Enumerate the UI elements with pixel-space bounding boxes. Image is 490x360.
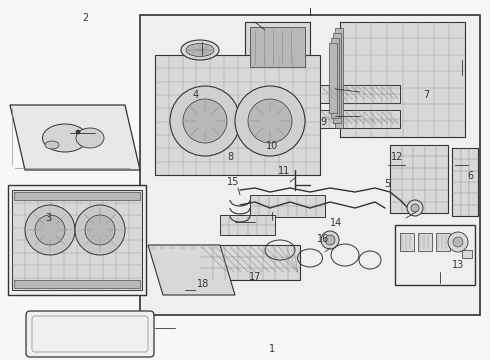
Bar [250, 27, 305, 67]
Polygon shape [148, 245, 235, 295]
Ellipse shape [45, 141, 59, 149]
Ellipse shape [76, 128, 104, 148]
Bar [155, 55, 320, 175]
Bar [333, 33, 341, 123]
Circle shape [407, 200, 423, 216]
Bar [436, 233, 450, 251]
Text: 13: 13 [452, 260, 465, 270]
Ellipse shape [181, 40, 219, 60]
Bar [250, 195, 325, 217]
Circle shape [183, 99, 227, 143]
Circle shape [76, 130, 80, 134]
Bar [12, 190, 142, 290]
Bar [331, 38, 339, 118]
Circle shape [411, 204, 419, 212]
Circle shape [170, 86, 240, 156]
Bar [320, 85, 400, 103]
Text: 9: 9 [320, 117, 326, 127]
Circle shape [321, 231, 339, 249]
Text: 5: 5 [384, 179, 390, 189]
Text: 14: 14 [330, 218, 342, 228]
Text: 10: 10 [266, 141, 278, 151]
Bar [14, 192, 140, 200]
Text: 12: 12 [391, 152, 403, 162]
Bar [220, 215, 275, 235]
Circle shape [75, 205, 125, 255]
FancyBboxPatch shape [26, 311, 154, 357]
Text: 16: 16 [318, 234, 330, 244]
Text: 17: 17 [248, 272, 261, 282]
Bar [14, 280, 140, 288]
Bar [245, 22, 310, 72]
Bar [400, 233, 414, 251]
Circle shape [235, 86, 305, 156]
Circle shape [35, 215, 65, 245]
Text: 2: 2 [83, 13, 89, 23]
Bar [335, 28, 343, 128]
Bar [452, 148, 478, 216]
Text: 6: 6 [467, 171, 473, 181]
Bar [390, 145, 448, 213]
Circle shape [85, 215, 115, 245]
Bar [140, 15, 480, 315]
Ellipse shape [186, 44, 214, 57]
Text: 3: 3 [45, 213, 51, 223]
Text: 18: 18 [197, 279, 210, 289]
Text: 8: 8 [227, 152, 233, 162]
Bar [329, 43, 337, 113]
Text: 15: 15 [226, 177, 239, 187]
Circle shape [325, 235, 335, 245]
Bar [395, 225, 475, 285]
Polygon shape [10, 105, 140, 170]
Ellipse shape [43, 124, 88, 152]
Bar [200, 245, 300, 280]
Text: 7: 7 [423, 90, 429, 100]
Bar [8, 185, 146, 295]
Bar [340, 22, 465, 137]
Bar [462, 250, 472, 258]
Text: 1: 1 [269, 344, 275, 354]
Bar [418, 233, 432, 251]
Circle shape [25, 205, 75, 255]
Text: 4: 4 [193, 90, 199, 100]
Bar [320, 110, 400, 128]
Text: 11: 11 [278, 166, 290, 176]
Circle shape [448, 232, 468, 252]
Circle shape [248, 99, 292, 143]
Circle shape [453, 237, 463, 247]
